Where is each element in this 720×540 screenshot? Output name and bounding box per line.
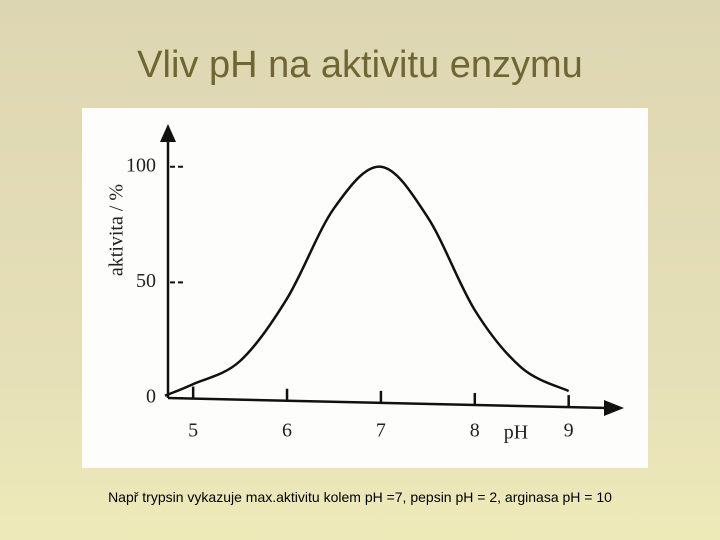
x-tick-label: 8 [470, 420, 480, 442]
slide-title: Vliv pH na aktivitu enzymu [137, 44, 583, 86]
y-axis-arrow [160, 124, 176, 142]
x-tick-label: 9 [564, 420, 574, 442]
y-tick-label: 50 [136, 270, 156, 292]
y-axis-label: aktivita / % [106, 184, 128, 276]
x-axis [167, 396, 609, 410]
slide-caption: Např trypsin vykazuje max.aktivitu kolem… [108, 489, 612, 505]
x-axis-label: pH [504, 422, 528, 444]
x-axis-arrow [604, 400, 624, 416]
x-tick-label: 7 [376, 420, 386, 442]
x-tick-label: 6 [282, 420, 292, 442]
data-line [164, 165, 570, 397]
x-tick-label: 5 [188, 420, 198, 442]
y-tick-label: 0 [146, 386, 156, 408]
y-tick-label: 100 [126, 154, 156, 176]
